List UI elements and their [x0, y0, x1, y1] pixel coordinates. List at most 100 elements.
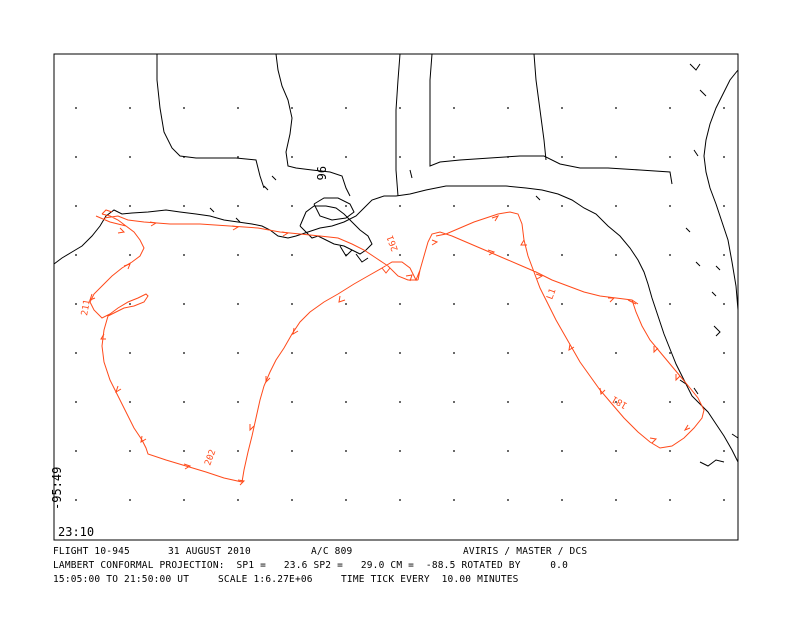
grid-dot [129, 499, 131, 501]
grid-dot [669, 303, 671, 305]
grid-dot [75, 352, 77, 354]
grid-dot [615, 303, 617, 305]
grid-dot [453, 401, 455, 403]
grid-dot [291, 156, 293, 158]
grid-dot [291, 107, 293, 109]
grid-dot [507, 450, 509, 452]
grid-dot [615, 499, 617, 501]
flight-track [89, 209, 705, 483]
track-tick-labels: 261 211 L1 181 202 [80, 234, 629, 467]
grid-dot [669, 352, 671, 354]
grid-dot [615, 450, 617, 452]
grid-dot [453, 303, 455, 305]
grid-dot [345, 205, 347, 207]
grid-dot [75, 303, 77, 305]
grid-dot [129, 156, 131, 158]
grid-dot [453, 499, 455, 501]
flight-id: FLIGHT 10-945 [53, 546, 130, 557]
grid-dot [615, 107, 617, 109]
grid-dot [237, 303, 239, 305]
map-scale: SCALE 1:6.27E+06 [218, 574, 313, 585]
grid-dot [453, 156, 455, 158]
grid-dot [615, 401, 617, 403]
grid-dot [507, 499, 509, 501]
grid-dot [669, 401, 671, 403]
grid-dot [507, 352, 509, 354]
grid-dot [453, 352, 455, 354]
coastal-islands [209, 63, 739, 467]
grid-dot [183, 352, 185, 354]
grid-dot [75, 450, 77, 452]
grid-dot [75, 499, 77, 501]
grid-dot [237, 156, 239, 158]
grid-dot [291, 450, 293, 452]
grid-dot [561, 254, 563, 256]
grid-dot [399, 303, 401, 305]
grid-dot [723, 352, 725, 354]
grid-dot [399, 499, 401, 501]
grid-dot [399, 205, 401, 207]
grid-dot [291, 401, 293, 403]
grid-dot [723, 254, 725, 256]
grid-dot [453, 107, 455, 109]
grid-dot [183, 499, 185, 501]
footer-line-1: FLIGHT 10-945 31 AUGUST 2010 A/C 809 AVI… [53, 546, 743, 557]
grid-dot [453, 450, 455, 452]
mississippi-delta [299, 205, 373, 263]
grid-dot [183, 401, 185, 403]
time-range: 15:05:00 TO 21:50:00 UT [53, 574, 190, 585]
grid-dot [129, 303, 131, 305]
grid-dot [237, 205, 239, 207]
grid-dot [723, 205, 725, 207]
grid-dot [237, 254, 239, 256]
grid-dot [615, 254, 617, 256]
grid-dot [237, 450, 239, 452]
footer-line-3: 15:05:00 TO 21:50:00 UT SCALE 1:6.27E+06… [53, 574, 743, 585]
grid-dot [507, 205, 509, 207]
projection-info: LAMBERT CONFORMAL PROJECTION: SP1 = 23.6… [53, 560, 568, 571]
grid-dot [561, 107, 563, 109]
grid-dot [183, 450, 185, 452]
grid-dot [75, 205, 77, 207]
grid-dot [723, 401, 725, 403]
grid-dot [129, 352, 131, 354]
grid-dot [237, 352, 239, 354]
grid-dot [237, 499, 239, 501]
meridian-label-96: 96 [314, 166, 328, 180]
grid-dot [183, 254, 185, 256]
grid-dot [291, 352, 293, 354]
map-frame [53, 53, 739, 541]
grid-dot [669, 156, 671, 158]
grid-dot [291, 499, 293, 501]
grid-dot [561, 499, 563, 501]
grid-dot [345, 156, 347, 158]
grid-dot [399, 352, 401, 354]
lat-lon-grid-dots [75, 107, 725, 501]
grid-dot [345, 499, 347, 501]
grid-dot [615, 205, 617, 207]
grid-dot [669, 450, 671, 452]
footer-line-2: LAMBERT CONFORMAL PROJECTION: SP1 = 23.6… [53, 560, 743, 571]
grid-dot [507, 254, 509, 256]
grid-dot [561, 401, 563, 403]
grid-dot [75, 254, 77, 256]
grid-dot [453, 254, 455, 256]
florida-east-coast [703, 69, 739, 311]
grid-dot [507, 107, 509, 109]
grid-dot [183, 303, 185, 305]
grid-dot [291, 303, 293, 305]
grid-dot [129, 401, 131, 403]
corner-longitude: -95:49 [50, 466, 64, 510]
grid-dot [507, 401, 509, 403]
grid-dot [723, 107, 725, 109]
grid-dot [561, 450, 563, 452]
grid-dot [237, 401, 239, 403]
grid-dot [723, 303, 725, 305]
grid-dot [561, 303, 563, 305]
grid-dot [237, 107, 239, 109]
track-label-261: 261 [386, 234, 401, 253]
grid-dot [453, 205, 455, 207]
grid-dot [345, 352, 347, 354]
grid-dot [183, 205, 185, 207]
